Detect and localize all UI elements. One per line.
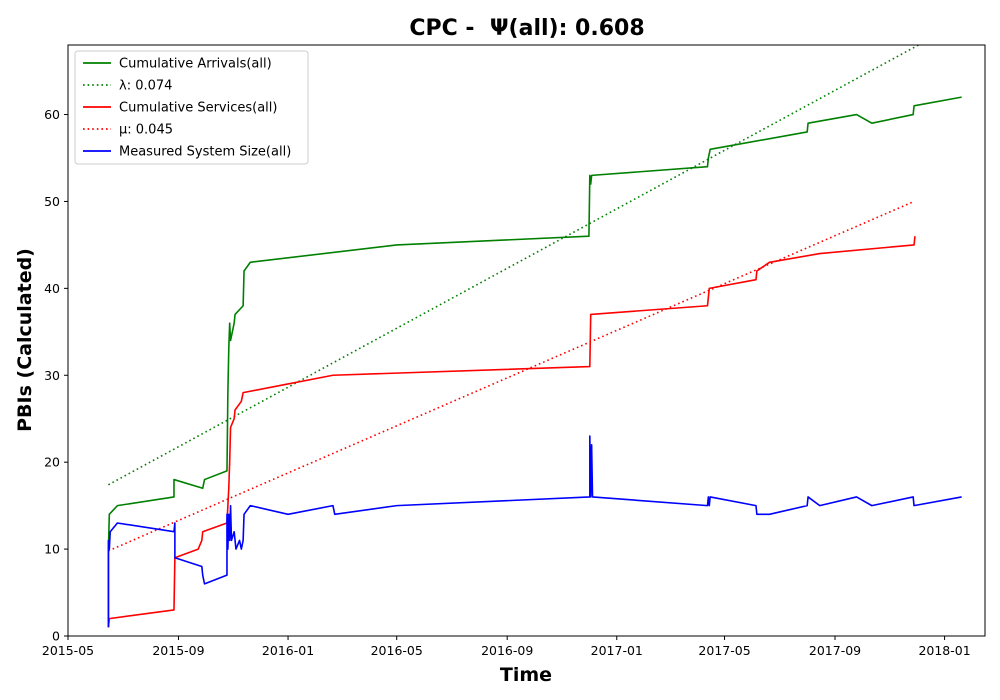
series-line-1	[108, 45, 919, 486]
legend-box	[74, 50, 309, 165]
series-line-0	[107, 96, 962, 628]
x-tick-label-8: 2018-01	[918, 643, 970, 658]
y-tick-label-2: 20	[44, 455, 60, 470]
x-axis: 2015-05 2015-09 2016-01 2016-05 2016-09 2017-…	[42, 636, 971, 658]
series-line-3	[108, 200, 915, 552]
x-tick-label-1: 2015-09	[152, 643, 204, 658]
x-tick-label-5: 2017-01	[591, 643, 643, 658]
legend-label-4: Measured System Size(all)	[119, 145, 291, 160]
y-tick-label-0: 0	[52, 629, 60, 644]
x-tick-label-4: 2016-09	[481, 643, 533, 658]
x-tick-label-0: 2015-05	[42, 643, 94, 658]
y-tick-label-5: 50	[44, 194, 60, 209]
legend-label-3: μ: 0.045	[119, 123, 173, 138]
chart-title: CPC - Ψ(all): 0.608	[409, 16, 644, 41]
x-tick-label-6: 2017-05	[698, 643, 750, 658]
y-tick-label-3: 30	[44, 368, 60, 383]
y-tick-label-1: 10	[44, 542, 60, 557]
plot-frame	[67, 44, 986, 637]
legend-label-2: Cumulative Services(all)	[119, 101, 277, 116]
legend-label-0: Cumulative Arrivals(all)	[119, 57, 272, 72]
y-axis-label: PBIs (Calculated)	[14, 248, 36, 432]
legend-label-1: λ: 0.074	[119, 79, 172, 94]
y-axis: 0 10 20 30 40 50 60	[44, 107, 68, 644]
y-tick-label-6: 60	[44, 107, 60, 122]
x-axis-label: Time	[500, 664, 552, 686]
legend: Cumulative Arrivals(all) λ: 0.074 Cumulati…	[74, 50, 309, 165]
x-tick-label-2: 2016-01	[262, 643, 314, 658]
series-line-2	[107, 236, 916, 628]
series-layer	[107, 45, 962, 628]
x-tick-label-7: 2017-09	[809, 643, 861, 658]
series-line-4	[107, 435, 962, 628]
x-tick-label-3: 2016-05	[371, 643, 423, 658]
y-tick-label-4: 40	[44, 281, 60, 296]
